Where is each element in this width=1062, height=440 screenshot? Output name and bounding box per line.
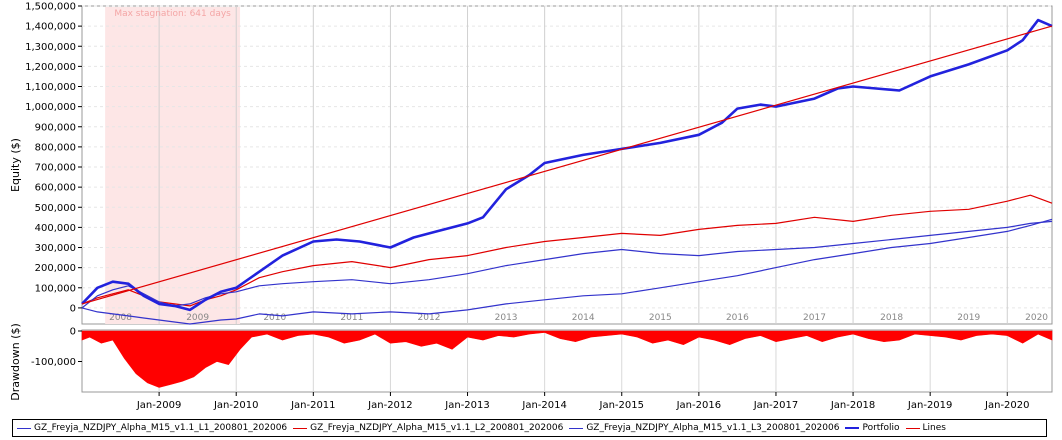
- drawdown-x-tick-label: Jan-2009: [136, 400, 181, 411]
- equity-series: [81, 18, 1053, 325]
- equity-y-tick-label: 1,200,000: [25, 62, 76, 73]
- equity-year-label: 2015: [649, 313, 672, 323]
- equity-series-line-2: [81, 194, 1053, 307]
- equity-y-tick-label: 800,000: [35, 142, 76, 153]
- drawdown-x-tick-label: Jan-2014: [521, 400, 566, 411]
- legend-swatch: [905, 427, 920, 429]
- drawdown-x-ticks: Jan-2009 Jan-2010 Jan-2011 Jan-2012 Jan-2013…: [136, 392, 1030, 411]
- equity-y-tick-label: 1,300,000: [25, 42, 76, 53]
- drawdown-y-tick-label: -100,000: [31, 357, 76, 368]
- equity-grid: [82, 5, 1052, 324]
- equity-year-label: 2013: [495, 313, 518, 323]
- equity-year-label: 2014: [572, 313, 595, 323]
- equity-drawdown-chart: Max stagnation: 641 days 1,500,000 1,400,…: [9, 2, 1053, 411]
- legend-swatch: [569, 427, 584, 429]
- equity-year-label: 2011: [340, 313, 363, 323]
- equity-year-label: 2009: [186, 313, 209, 323]
- drawdown-x-tick-label: Jan-2016: [676, 400, 721, 411]
- equity-y-tick-label: 1,000,000: [25, 102, 76, 113]
- drawdown-y-axis-label: Drawdown ($): [9, 323, 22, 401]
- equity-year-label: 2016: [726, 313, 749, 323]
- equity-y-tick-label: 700,000: [35, 163, 76, 174]
- legend-item: Lines: [905, 423, 946, 433]
- legend-item: GZ_Freyja_NZDJPY_Alpha_M15_v1.1_L3_20080…: [569, 423, 839, 433]
- legend-swatch: [845, 427, 860, 429]
- equity-y-tick-label: 300,000: [35, 243, 76, 254]
- equity-series-line-1: [81, 218, 1053, 325]
- legend-swatch: [17, 427, 31, 429]
- equity-y-tick-label: 500,000: [35, 203, 76, 214]
- legend-swatch: [293, 427, 308, 429]
- equity-year-label: 2018: [880, 313, 903, 323]
- equity-year-label: 2019: [957, 313, 980, 323]
- equity-y-axis-label: Equity ($): [9, 138, 22, 192]
- equity-y-ticks: 1,500,000 1,400,000 1,300,000 1,200,000 1,10…: [25, 2, 82, 314]
- equity-series-line-4: [81, 18, 1053, 312]
- equity-y-tick-label: 200,000: [35, 263, 76, 274]
- drawdown-area: [81, 330, 1053, 388]
- equity-y-tick-label: 1,500,000: [25, 2, 76, 13]
- equity-y-tick-label: 400,000: [35, 223, 76, 234]
- drawdown-x-tick-label: Jan-2010: [213, 400, 258, 411]
- legend-label: GZ_Freyja_NZDJPY_Alpha_M15_v1.1_L2_20080…: [310, 423, 564, 433]
- equity-year-label: 2017: [803, 313, 826, 323]
- legend-item: GZ_Freyja_NZDJPY_Alpha_M15_v1.1_L1_20080…: [17, 423, 287, 433]
- equity-y-tick-label: 900,000: [35, 122, 76, 133]
- drawdown-x-tick-label: Jan-2017: [753, 400, 798, 411]
- equity-year-label: 2008: [109, 313, 132, 323]
- drawdown-x-tick-label: Jan-2018: [830, 400, 875, 411]
- drawdown-x-tick-label: Jan-2015: [599, 400, 644, 411]
- drawdown-x-tick-label: Jan-2020: [984, 400, 1029, 411]
- equity-year-labels: 2008 2009 2010 2011 2012 2013 2014 2015 2016 2017…: [109, 313, 1048, 323]
- equity-year-label: 2020: [1025, 313, 1048, 323]
- drawdown-y-ticks: 0 -100,000: [31, 327, 82, 368]
- drawdown-x-tick-label: Jan-2013: [444, 400, 489, 411]
- equity-y-tick-label: 0: [70, 303, 76, 314]
- drawdown-x-tick-label: Jan-2019: [907, 400, 952, 411]
- legend-item: Portfolio: [845, 423, 900, 433]
- stagnation-label: Max stagnation: 641 days: [114, 9, 231, 19]
- equity-y-tick-label: 600,000: [35, 183, 76, 194]
- equity-y-tick-label: 1,100,000: [25, 82, 76, 93]
- stagnation-highlight: [105, 7, 241, 324]
- equity-y-tick-label: 1,400,000: [25, 22, 76, 33]
- equity-series-line-5: [81, 25, 1053, 305]
- drawdown-x-tick-label: Jan-2011: [290, 400, 335, 411]
- drawdown-x-tick-label: Jan-2012: [367, 400, 412, 411]
- legend-label: GZ_Freyja_NZDJPY_Alpha_M15_v1.1_L1_20080…: [34, 423, 288, 433]
- equity-y-tick-label: 100,000: [35, 283, 76, 294]
- legend-item: GZ_Freyja_NZDJPY_Alpha_M15_v1.1_L2_20080…: [293, 423, 563, 433]
- equity-year-label: 2012: [418, 313, 441, 323]
- legend-label: GZ_Freyja_NZDJPY_Alpha_M15_v1.1_L3_20080…: [586, 423, 840, 433]
- legend-label: Lines: [922, 423, 946, 433]
- drawdown-y-tick-label: 0: [70, 327, 76, 338]
- legend-label: Portfolio: [862, 423, 900, 433]
- equity-year-label: 2010: [263, 313, 286, 323]
- legend: GZ_Freyja_NZDJPY_Alpha_M15_v1.1_L1_20080…: [12, 419, 1047, 437]
